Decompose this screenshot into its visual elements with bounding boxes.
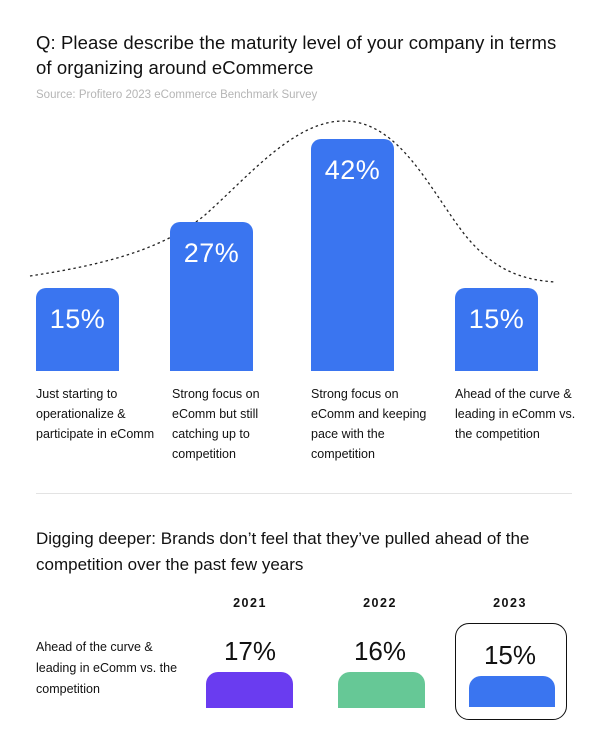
year-label-2022: 2022 [363,596,397,610]
row-label: Ahead of the curve & leading in eComm vs… [36,640,178,696]
year-bar-2022 [338,672,425,708]
bar-4: 15% [455,288,538,371]
year-bar-2021 [206,672,293,708]
pct-label-2021: 17% [223,636,277,666]
category-label-4: Ahead of the curve & leading in eComm vs… [455,387,576,441]
year-label-2023: 2023 [493,596,527,610]
bar-2: 27% [170,221,253,371]
bell-curve-line [29,120,556,283]
year-label-2021: 2021 [233,596,267,610]
pct-label-2022: 16% [353,636,407,666]
section-subtitle: Digging deeper: Brands don’t feel that t… [36,529,530,574]
bar-3: 42% [311,139,394,371]
chart-title: Q: Please describe the maturity level of… [36,32,557,78]
year-bar-2023 [469,676,555,707]
pct-label-2023: 15% [483,640,537,670]
bar-value-label-2: 27% [183,237,240,268]
category-label-3: Strong focus on eComm and keeping pace w… [311,387,427,461]
section-divider [36,493,572,494]
category-label-2: Strong focus on eComm but still catching… [172,387,260,461]
source-note: Source: Profitero 2023 eCommerce Benchma… [36,89,318,101]
highlight-box-2023 [455,623,567,720]
bar-1: 15% [36,288,119,371]
bar-value-label-1: 15% [49,304,106,335]
bar-value-label-3: 42% [324,155,381,185]
category-label-1: Just starting to operationalize & partic… [36,387,155,441]
bar-value-label-4: 15% [468,304,525,335]
